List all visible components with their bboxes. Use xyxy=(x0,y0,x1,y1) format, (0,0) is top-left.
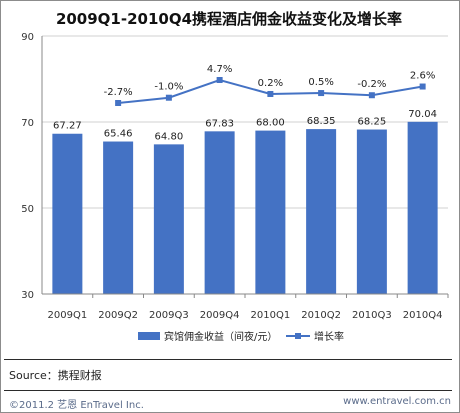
bar xyxy=(204,131,235,294)
x-tick-label: 2010Q1 xyxy=(251,310,291,321)
axis-layer: 90 70 50 30 2009Q1 2009Q2 2009Q3 2009Q4 2010Q1 20… xyxy=(21,32,449,321)
line-layer xyxy=(115,77,426,106)
y-tick-label: 50 xyxy=(21,204,34,215)
bar-value-label: 68.00 xyxy=(256,118,285,129)
y-tick-label: 70 xyxy=(21,118,34,129)
bar xyxy=(306,129,337,294)
bar xyxy=(103,141,134,294)
growth-marker xyxy=(216,77,223,83)
bar xyxy=(407,121,438,294)
growth-label: -2.7% xyxy=(104,87,133,98)
bar-value-label: 67.27 xyxy=(53,121,82,132)
legend-swatch-bar xyxy=(138,332,160,340)
growth-marker xyxy=(115,100,122,106)
growth-marker xyxy=(318,90,325,97)
growth-marker xyxy=(368,92,375,99)
grid-layer xyxy=(42,35,448,209)
source-note: Source：携程财报 xyxy=(9,369,102,382)
bar xyxy=(153,144,184,294)
growth-marker xyxy=(165,94,172,101)
bar-value-label: 68.25 xyxy=(358,117,387,128)
label-layer: 67.27 65.46 64.80 67.83 68.00 68.35 68.25 70.04… xyxy=(53,64,437,142)
legend-marker-line xyxy=(295,333,301,339)
bar-value-label: 64.80 xyxy=(155,131,184,142)
bar-value-label: 65.46 xyxy=(104,129,133,140)
chart-title: 2009Q1-2010Q4携程酒店佣金收益变化及增长率 xyxy=(55,10,403,28)
growth-label: 2.6% xyxy=(410,71,435,82)
x-tick-label: 2009Q3 xyxy=(149,310,189,321)
bar xyxy=(356,129,387,294)
source-divider xyxy=(4,359,452,360)
website: www.entravel.com.cn xyxy=(343,396,451,407)
legend-label-bar: 宾馆佣金收益（间夜/元） xyxy=(164,330,277,343)
growth-label: -1.0% xyxy=(154,82,183,93)
growth-marker xyxy=(419,83,426,90)
copyright: ©2011.2 艺恩 EnTravel Inc. xyxy=(9,400,144,411)
growth-label: 0.5% xyxy=(308,77,333,88)
growth-label: -0.2% xyxy=(357,79,386,90)
bar-value-label: 67.83 xyxy=(205,118,234,129)
x-tick-label: 2010Q4 xyxy=(403,310,443,321)
x-tick-label: 2010Q2 xyxy=(301,310,341,321)
legend: 宾馆佣金收益（间夜/元） 增长率 xyxy=(138,330,344,343)
x-tick-label: 2010Q3 xyxy=(352,310,392,321)
bar xyxy=(255,130,286,294)
x-tick-label: 2009Q4 xyxy=(200,310,240,321)
x-tick-label: 2009Q2 xyxy=(98,310,138,321)
growth-label: 4.7% xyxy=(207,64,232,75)
y-tick-label: 30 xyxy=(21,290,34,301)
bar-layer xyxy=(52,121,438,294)
legend-label-line: 增长率 xyxy=(314,330,344,343)
x-tick-label: 2009Q1 xyxy=(48,310,88,321)
bar-value-label: 70.04 xyxy=(408,109,437,120)
y-tick-label: 90 xyxy=(21,32,34,43)
growth-marker xyxy=(267,90,274,97)
growth-label: 0.2% xyxy=(258,78,283,89)
bar-value-label: 68.35 xyxy=(307,116,336,127)
bar xyxy=(52,133,83,294)
footer-divider xyxy=(4,390,452,391)
